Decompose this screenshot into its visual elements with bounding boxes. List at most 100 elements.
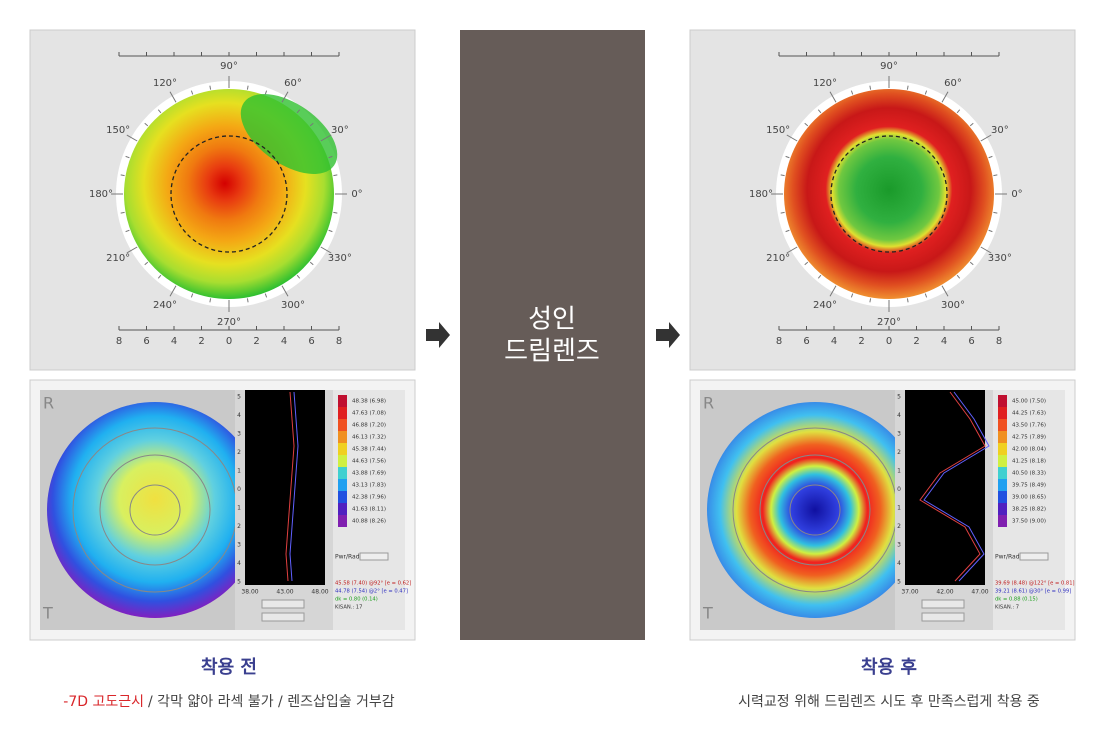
topo-ring	[99, 454, 211, 566]
pwr-label: Pwr/Rad	[995, 554, 1020, 561]
legend-label: 42.38 (7.96)	[352, 495, 386, 501]
ring-tick	[980, 246, 992, 254]
ring-tick	[850, 293, 854, 298]
ring-tick	[869, 85, 872, 90]
legend-swatch	[998, 503, 1007, 515]
arrow	[656, 322, 680, 348]
legend-label: 41.25 (8.18)	[1012, 459, 1046, 465]
angle-label: 90°	[220, 61, 238, 72]
ring-tick	[125, 155, 130, 159]
topo-circle	[47, 402, 235, 618]
legend-swatch	[998, 491, 1007, 503]
scale-label: 4	[831, 336, 837, 347]
legend-label: 39.75 (8.49)	[1012, 483, 1046, 489]
button	[921, 599, 965, 609]
center-box	[460, 30, 645, 640]
scale-label: 4	[171, 336, 177, 347]
corner-label: R	[703, 394, 714, 413]
angle-label: 120°	[153, 78, 177, 89]
graph-y-label: 5	[897, 394, 901, 401]
ring-tick	[829, 91, 837, 103]
pwr-box	[1019, 552, 1049, 561]
arrow	[426, 322, 450, 348]
ring-tick	[956, 274, 961, 279]
topo-ring	[759, 454, 871, 566]
profile-curve	[923, 391, 990, 582]
ring-tick	[941, 285, 949, 297]
ring-tick	[328, 155, 333, 159]
scale-label: 2	[198, 336, 204, 347]
scale-label: 2	[253, 336, 259, 347]
scale-label: 0	[886, 336, 892, 347]
graph-y-label: 1	[897, 505, 901, 512]
button	[261, 599, 305, 609]
legend-label: 38.25 (8.82)	[1012, 507, 1046, 513]
angle-label: 210°	[106, 253, 130, 264]
legend-label: 43.50 (7.76)	[1012, 423, 1046, 429]
angle-label: 90°	[880, 61, 898, 72]
angle-label: 240°	[153, 300, 177, 311]
angle-label: 330°	[988, 253, 1012, 264]
ring-tick	[780, 211, 785, 214]
topo-ring	[129, 484, 181, 536]
reading: 44.78 (7.54) @2° [e = 0.47]	[335, 589, 408, 595]
ring-tick	[264, 293, 268, 298]
angle-label: 150°	[766, 125, 790, 136]
legend-swatch	[998, 443, 1007, 455]
ring-tick	[804, 261, 809, 266]
ring-tick	[246, 85, 249, 90]
legend-label: 44.63 (7.56)	[352, 459, 386, 465]
topo-map	[707, 402, 895, 618]
ring-tick	[850, 90, 854, 95]
ring-tick	[169, 285, 177, 297]
pwr-label: Pwr/Rad	[335, 554, 360, 561]
reading: KISAN.: 7	[995, 605, 1019, 611]
graph-x-label: 47.00	[971, 589, 988, 596]
legend-swatch	[338, 407, 347, 419]
topo-ring	[72, 427, 235, 593]
profile-curve	[285, 391, 295, 582]
caption-highlight: -7D 고도근시	[63, 694, 144, 710]
ring-tick	[333, 211, 338, 214]
angle-label: 30°	[991, 125, 1009, 136]
graph-y-label: 3	[897, 431, 901, 438]
legend-swatch	[998, 515, 1007, 527]
legend-label: 37.50 (9.00)	[1012, 519, 1046, 525]
ring-tick	[190, 90, 194, 95]
ring-tick	[126, 134, 138, 142]
legend-swatch	[998, 479, 1007, 491]
angle-label: 330°	[328, 253, 352, 264]
ring-tick	[209, 298, 212, 303]
topo-ring	[789, 484, 841, 536]
angle-label: 150°	[106, 125, 130, 136]
ring-tick	[786, 134, 798, 142]
angle-label: 0°	[1011, 189, 1022, 200]
ring-tick	[333, 174, 338, 177]
caption-text: -7D 고도근시 / 각막 얇아 라섹 불가 / 렌즈삽입술 거부감	[63, 694, 395, 710]
legend-swatch	[338, 479, 347, 491]
graph-x-label: 37.00	[901, 589, 918, 596]
legend-label: 43.13 (7.83)	[352, 483, 386, 489]
ring-tick	[309, 122, 314, 127]
legend-label: 41.63 (8.11)	[352, 507, 386, 513]
profile-graph	[245, 390, 325, 585]
ring-tick	[144, 261, 149, 266]
graph-y-label: 2	[237, 523, 241, 530]
scale-label: 2	[913, 336, 919, 347]
scale-label: 8	[116, 336, 122, 347]
ring-tick	[956, 109, 961, 114]
graph-x-label: 38.00	[241, 589, 258, 596]
legend-label: 46.13 (7.32)	[352, 435, 386, 441]
graph-y-label: 5	[237, 579, 241, 586]
profile-curve	[289, 391, 299, 582]
caption-title: 착용 전	[201, 657, 257, 678]
topo-ring	[732, 427, 895, 593]
graph-y-label: 2	[897, 449, 901, 456]
scale-label: 6	[308, 336, 314, 347]
ring-tick	[988, 155, 993, 159]
graph-x-label: 43.00	[276, 589, 293, 596]
legend-swatch	[338, 455, 347, 467]
profile-curve	[919, 391, 986, 582]
ring-tick	[906, 85, 909, 90]
ring-tick	[309, 261, 314, 266]
